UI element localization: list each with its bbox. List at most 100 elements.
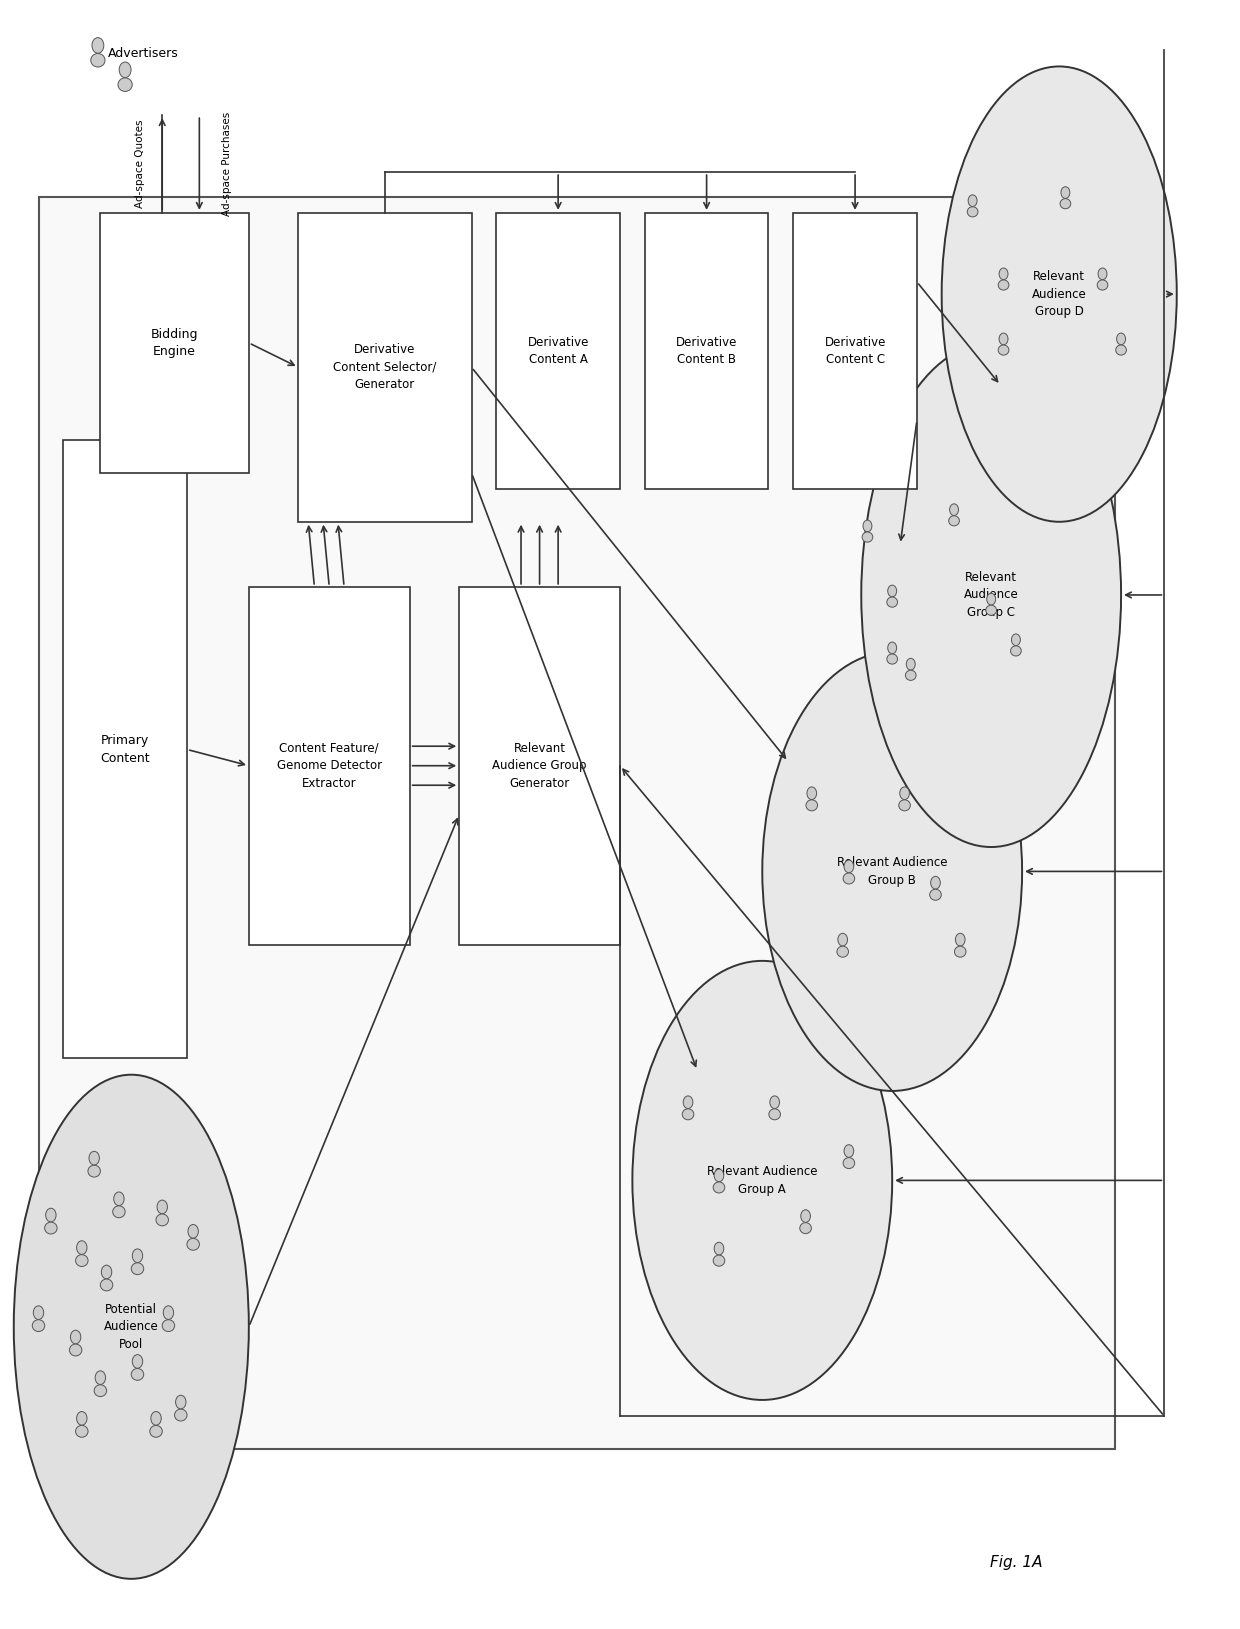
Circle shape — [931, 876, 940, 889]
Ellipse shape — [862, 533, 873, 542]
Circle shape — [77, 1411, 87, 1425]
Ellipse shape — [998, 345, 1009, 355]
Ellipse shape — [941, 67, 1177, 521]
Circle shape — [987, 593, 996, 604]
Circle shape — [838, 933, 847, 946]
Ellipse shape — [713, 1183, 724, 1192]
FancyBboxPatch shape — [38, 197, 1115, 1448]
Ellipse shape — [131, 1262, 144, 1274]
Text: Potential
Audience
Pool: Potential Audience Pool — [104, 1303, 159, 1350]
Ellipse shape — [1097, 280, 1107, 290]
Circle shape — [1012, 634, 1021, 645]
Circle shape — [133, 1249, 143, 1262]
Circle shape — [1099, 269, 1107, 280]
Circle shape — [714, 1170, 724, 1181]
Circle shape — [770, 1096, 780, 1109]
Ellipse shape — [800, 1223, 811, 1233]
Circle shape — [92, 37, 104, 54]
Text: Derivative
Content Selector/
Generator: Derivative Content Selector/ Generator — [334, 344, 436, 391]
FancyBboxPatch shape — [459, 586, 620, 945]
Ellipse shape — [713, 1256, 724, 1266]
FancyBboxPatch shape — [63, 440, 187, 1059]
Ellipse shape — [94, 1385, 107, 1396]
Ellipse shape — [905, 670, 916, 681]
Text: Derivative
Content B: Derivative Content B — [676, 336, 738, 367]
Circle shape — [888, 642, 897, 653]
Circle shape — [71, 1331, 81, 1344]
Circle shape — [1061, 187, 1070, 199]
Circle shape — [801, 1210, 811, 1222]
Ellipse shape — [682, 1109, 694, 1119]
Circle shape — [999, 332, 1008, 345]
Ellipse shape — [88, 1165, 100, 1178]
Circle shape — [157, 1201, 167, 1214]
Text: Derivative
Content C: Derivative Content C — [825, 336, 885, 367]
Text: Relevant
Audience Group
Generator: Relevant Audience Group Generator — [492, 741, 587, 790]
Circle shape — [888, 585, 897, 596]
Ellipse shape — [175, 1409, 187, 1420]
Ellipse shape — [843, 1158, 854, 1168]
Circle shape — [1117, 332, 1126, 345]
Circle shape — [188, 1225, 198, 1238]
Circle shape — [176, 1396, 186, 1409]
Ellipse shape — [69, 1344, 82, 1355]
Text: Fig. 1A: Fig. 1A — [990, 1556, 1042, 1570]
Circle shape — [844, 1145, 853, 1157]
FancyBboxPatch shape — [100, 213, 249, 472]
Circle shape — [900, 787, 909, 800]
Text: Relevant
Audience
Group D: Relevant Audience Group D — [1032, 270, 1086, 318]
Circle shape — [714, 1243, 724, 1254]
FancyBboxPatch shape — [249, 586, 409, 945]
Circle shape — [77, 1241, 87, 1254]
Text: Derivative
Content A: Derivative Content A — [527, 336, 589, 367]
Text: Bidding
Engine: Bidding Engine — [151, 327, 198, 358]
Text: Relevant Audience
Group B: Relevant Audience Group B — [837, 857, 947, 886]
Ellipse shape — [162, 1319, 175, 1331]
Ellipse shape — [1060, 199, 1071, 209]
Circle shape — [863, 520, 872, 531]
Circle shape — [33, 1306, 43, 1319]
Ellipse shape — [899, 800, 910, 811]
Ellipse shape — [14, 1075, 249, 1579]
Ellipse shape — [949, 516, 960, 526]
Circle shape — [114, 1192, 124, 1205]
Text: Content Feature/
Genome Detector
Extractor: Content Feature/ Genome Detector Extract… — [277, 741, 382, 790]
Circle shape — [46, 1209, 56, 1222]
Ellipse shape — [998, 280, 1009, 290]
Circle shape — [999, 269, 1008, 280]
Text: Relevant
Audience
Group C: Relevant Audience Group C — [963, 570, 1018, 619]
Ellipse shape — [632, 961, 893, 1399]
Ellipse shape — [769, 1109, 780, 1119]
Circle shape — [807, 787, 817, 800]
Ellipse shape — [955, 946, 966, 958]
Circle shape — [950, 503, 959, 515]
Ellipse shape — [131, 1368, 144, 1380]
Circle shape — [102, 1266, 112, 1279]
Ellipse shape — [76, 1254, 88, 1266]
Ellipse shape — [967, 207, 978, 217]
Circle shape — [151, 1411, 161, 1425]
Circle shape — [119, 62, 131, 78]
Circle shape — [164, 1306, 174, 1319]
Ellipse shape — [113, 1205, 125, 1218]
Ellipse shape — [45, 1222, 57, 1235]
Ellipse shape — [837, 946, 848, 958]
Ellipse shape — [150, 1425, 162, 1437]
Ellipse shape — [862, 342, 1121, 847]
Ellipse shape — [32, 1319, 45, 1331]
Circle shape — [955, 933, 965, 946]
Text: Ad-space Purchases: Ad-space Purchases — [222, 112, 232, 217]
Text: Ad-space Quotes: Ad-space Quotes — [135, 121, 145, 209]
Circle shape — [844, 860, 853, 873]
Circle shape — [968, 195, 977, 207]
FancyBboxPatch shape — [496, 213, 620, 489]
Ellipse shape — [91, 54, 105, 67]
Ellipse shape — [887, 598, 898, 608]
Ellipse shape — [930, 889, 941, 901]
Ellipse shape — [76, 1425, 88, 1437]
FancyBboxPatch shape — [645, 213, 769, 489]
Ellipse shape — [986, 604, 997, 616]
Circle shape — [89, 1152, 99, 1165]
Text: Primary
Content: Primary Content — [100, 735, 150, 764]
Circle shape — [683, 1096, 693, 1109]
